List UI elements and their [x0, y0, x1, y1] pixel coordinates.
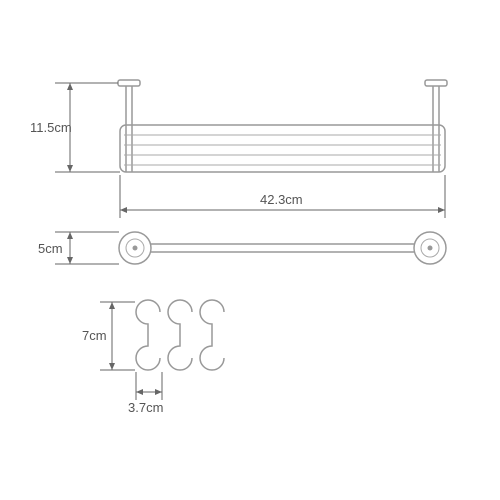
dim-shelf-height-label: 11.5cm — [30, 120, 72, 135]
towel-bar-front-view — [119, 232, 446, 264]
dimension-drawing: 11.5cm 42.3cm 5cm — [0, 0, 500, 500]
dim-hook-height-label: 7cm — [82, 328, 107, 343]
s-hooks — [136, 300, 224, 370]
shelf-front-view — [118, 80, 447, 172]
dim-hook-width-label: 3.7cm — [128, 400, 163, 415]
dim-bar-height: 5cm — [38, 232, 119, 264]
dim-hook-height: 7cm — [82, 302, 135, 370]
dim-shelf-height: 11.5cm — [30, 83, 120, 172]
dim-bar-width: 42.3cm — [120, 175, 445, 218]
dim-bar-width-label: 42.3cm — [260, 192, 303, 207]
dim-bar-height-label: 5cm — [38, 241, 63, 256]
dim-hook-width: 3.7cm — [128, 372, 163, 415]
